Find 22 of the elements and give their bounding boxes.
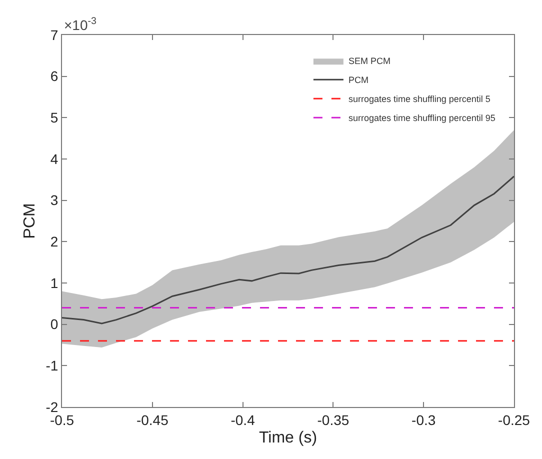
text: ×10$^{-3}$ bbox=[64, 16, 98, 33]
y-axis-title: PCM bbox=[22, 203, 39, 239]
y-tick-label: 3 bbox=[50, 192, 58, 208]
y-tick-label: 2 bbox=[50, 234, 58, 250]
y-tick-label: 6 bbox=[50, 68, 58, 84]
y-tick-label: 1 bbox=[50, 274, 58, 291]
legend-label: SEM PCM bbox=[348, 56, 390, 66]
x-tick-label: -0.25 bbox=[498, 412, 530, 428]
y-tick-label: 5 bbox=[50, 110, 58, 126]
legend-label: surrogates time shuffling percentil 5 bbox=[348, 94, 490, 104]
y-tick-label: 0 bbox=[50, 316, 58, 332]
x-tick-label: -0.4 bbox=[230, 412, 256, 428]
y-tick-label: -1 bbox=[46, 358, 58, 374]
y-tick-label: 4 bbox=[50, 150, 58, 167]
x-tick-label: -0.35 bbox=[317, 412, 350, 428]
legend-label: surrogates time shuffling percentil 95 bbox=[348, 113, 496, 124]
x-tick-label: -0.45 bbox=[136, 412, 169, 428]
line-series bbox=[62, 176, 514, 324]
x-axis-title: Time (s) bbox=[258, 430, 318, 446]
x-tick-label: -0.3 bbox=[412, 412, 436, 428]
y-tick-label: 7 bbox=[50, 26, 58, 43]
legend-label: PCM bbox=[348, 75, 368, 86]
